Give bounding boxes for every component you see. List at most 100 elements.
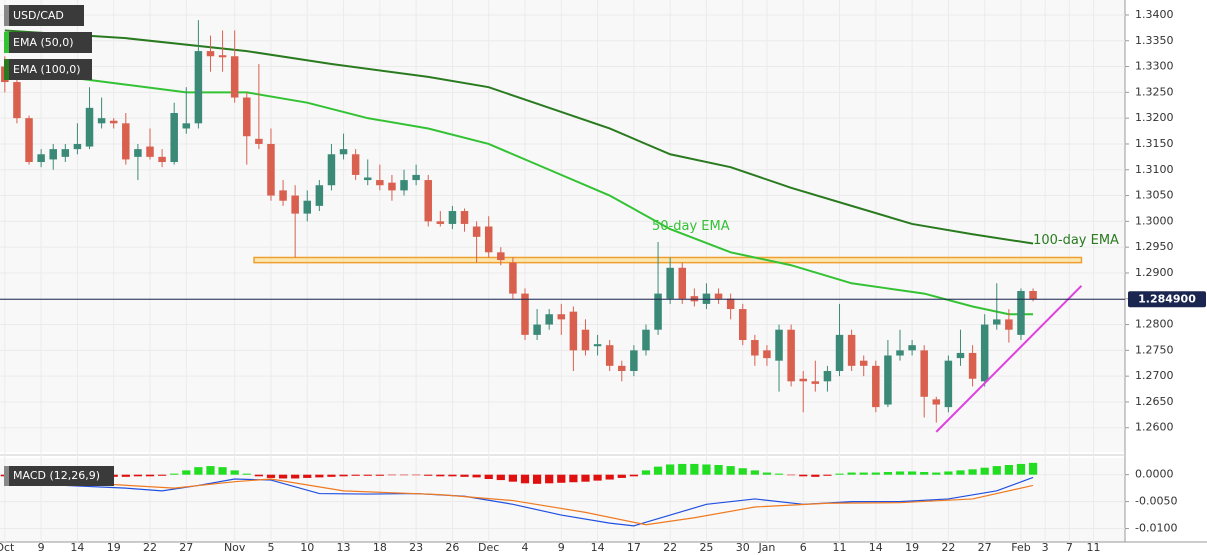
candle-body: [61, 149, 70, 157]
histogram-bar: [944, 471, 953, 475]
candle-body: [400, 180, 408, 191]
candle-body: [170, 113, 178, 163]
histogram-bar: [133, 474, 143, 477]
macd-line: [4, 476, 1034, 526]
candle-body: [775, 329, 783, 361]
last-price-label: 1.284900: [1138, 292, 1196, 305]
candle-body: [666, 267, 674, 299]
histogram-bar: [992, 466, 1001, 475]
x-tick-label: 14: [869, 541, 883, 554]
histogram-bar: [653, 466, 663, 475]
histogram-bar: [726, 466, 735, 475]
candle-body: [279, 190, 287, 201]
histogram-bar: [956, 470, 965, 475]
candle-body: [351, 154, 360, 175]
candle-body: [448, 211, 457, 224]
candle-body: [13, 82, 21, 119]
y-tick-label: 0.0000: [1135, 468, 1174, 481]
histogram-bar: [278, 474, 288, 479]
histogram-bar: [750, 470, 759, 475]
candle-body: [557, 314, 566, 320]
histogram-bar: [327, 474, 336, 477]
histogram-bar: [254, 474, 263, 477]
x-tick-label: 6: [800, 541, 807, 554]
histogram-bar: [787, 474, 796, 476]
candle-body: [605, 345, 614, 366]
histogram-bar: [387, 474, 397, 476]
histogram-bar: [412, 474, 421, 476]
candle-body: [642, 329, 650, 351]
legend-label: USD/CAD: [13, 9, 64, 22]
candle-body: [993, 319, 1001, 325]
histogram-bar: [569, 474, 578, 483]
candle-body: [618, 365, 626, 371]
candle-body: [182, 123, 191, 129]
x-tick-label: 22: [941, 541, 955, 554]
histogram-bar: [194, 467, 203, 475]
x-tick-label: 14: [70, 541, 84, 554]
candle-body: [315, 185, 324, 206]
candle-body: [85, 107, 94, 147]
last-price-box: [1128, 291, 1206, 308]
candle-body: [303, 200, 312, 214]
candle-body: [484, 226, 493, 253]
histogram-bar: [1016, 463, 1026, 475]
legend-swatch: [4, 59, 9, 80]
candle-body: [472, 226, 481, 237]
candle-body: [436, 221, 445, 224]
x-tick-label: 5: [267, 541, 274, 554]
legend-box: [4, 59, 92, 80]
histogram-bar: [460, 474, 469, 477]
histogram-bar: [714, 465, 723, 475]
y-tick-label: 1.3250: [1135, 85, 1174, 98]
candle-body: [291, 195, 299, 214]
candle-body: [267, 143, 275, 196]
histogram-bar: [157, 474, 167, 476]
resistance-zone: [253, 256, 1083, 264]
candle-body: [158, 156, 166, 163]
histogram-bar: [980, 467, 989, 475]
x-tick-label: Jan: [757, 541, 775, 554]
candle-body: [751, 340, 759, 356]
x-tick-label: 27: [179, 541, 193, 554]
x-tick-label: 3: [1042, 541, 1049, 554]
y-tick-label: 1.2650: [1135, 395, 1174, 408]
histogram-bar: [472, 474, 481, 478]
x-tick-label: 10: [300, 541, 314, 554]
candle-body: [521, 293, 529, 335]
candle-body: [872, 365, 880, 408]
x-tick-label: Oct: [0, 541, 15, 554]
ema-line: [4, 29, 1034, 245]
candle-body: [146, 146, 154, 157]
histogram-bar: [206, 466, 215, 475]
y-tick-label: 1.3200: [1135, 111, 1174, 124]
candle-body: [823, 370, 832, 382]
x-tick-label: 19: [107, 541, 121, 554]
candle-body: [944, 360, 953, 408]
candle-body: [884, 355, 892, 405]
histogram-bar: [811, 474, 820, 477]
candle-body: [593, 344, 602, 347]
y-tick-label: 1.3300: [1135, 60, 1174, 73]
candle-body: [194, 51, 203, 124]
candle-body: [956, 352, 965, 359]
candle-body: [847, 334, 856, 366]
labels: 1.3400 1.3350 1.3300 1.3250 1.3200 1.3150 1.31…: [0, 5, 1206, 554]
x-tick-label: 30: [736, 541, 750, 554]
histogram-bar: [496, 474, 505, 481]
candle-body: [497, 252, 505, 261]
y-tick-label: 1.3350: [1135, 34, 1174, 47]
x-tick-label: 13: [337, 541, 351, 554]
candle-body: [1029, 291, 1037, 300]
annotation: 50-day EMA: [652, 219, 730, 234]
y-tick-label: 1.3150: [1135, 137, 1174, 150]
candle-body: [49, 149, 57, 160]
candle-body: [73, 143, 82, 150]
histogram-bar: [690, 463, 699, 475]
candle-body: [424, 180, 432, 222]
histogram-bar: [315, 474, 324, 478]
candle-body: [702, 293, 711, 304]
candle-body: [327, 154, 336, 186]
candle-body: [980, 324, 989, 382]
